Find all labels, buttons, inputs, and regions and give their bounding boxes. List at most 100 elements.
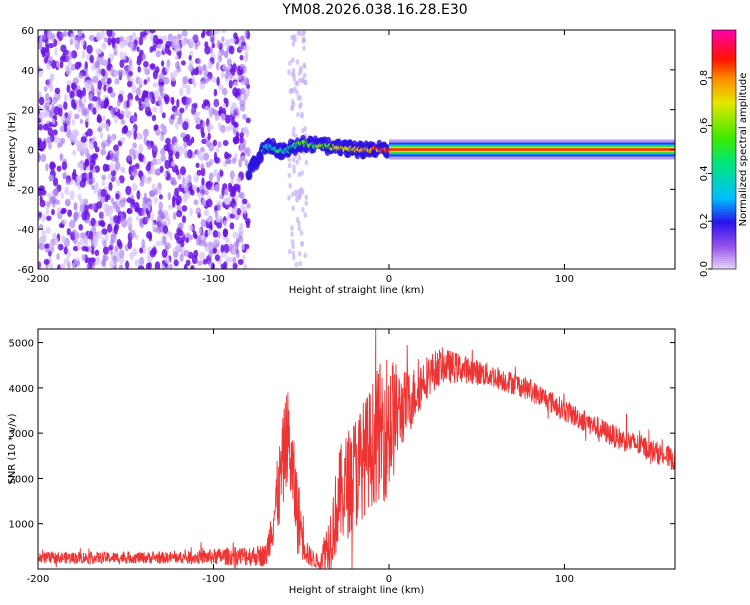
noise-blob — [152, 106, 158, 113]
colorbar-cell — [712, 255, 736, 258]
noise-blob — [174, 232, 180, 241]
noise-blob — [298, 65, 303, 72]
noise-blob — [245, 220, 251, 229]
noise-blob — [302, 72, 307, 79]
noise-blob — [297, 225, 302, 232]
colorbar-cell — [712, 231, 736, 234]
noise-blob — [239, 222, 244, 230]
noise-blob — [154, 89, 160, 99]
colorbar-cell — [712, 69, 736, 73]
noise-blob — [159, 134, 164, 142]
noise-blob — [64, 93, 68, 102]
noise-blob — [240, 75, 245, 83]
noise-blob — [188, 224, 194, 231]
noise-blob — [231, 116, 235, 126]
noise-blob — [299, 101, 303, 108]
noise-blob — [162, 235, 167, 245]
noise-blob — [154, 261, 161, 269]
noise-blob — [95, 230, 102, 239]
colorbar-cell — [712, 227, 736, 230]
noise-blob — [288, 183, 293, 189]
noise-blob — [208, 142, 215, 152]
noise-blob — [178, 112, 183, 119]
noise-blob — [154, 168, 161, 175]
noise-blob — [216, 40, 221, 49]
noise-blob — [41, 229, 47, 236]
colorbar-cell — [712, 103, 736, 107]
noise-blob — [50, 195, 57, 204]
noise-blob — [66, 119, 71, 126]
noise-blob — [89, 164, 94, 171]
noise-blob — [119, 59, 125, 68]
noise-blob — [54, 237, 59, 247]
noise-blob — [46, 192, 53, 199]
noise-blob — [290, 225, 294, 231]
noise-blob — [298, 70, 302, 76]
noise-blob — [100, 188, 107, 198]
noise-blob — [84, 246, 89, 252]
noise-blob — [152, 82, 159, 88]
noise-blob — [161, 248, 168, 258]
colorbar-cell — [712, 203, 736, 206]
noise-blob — [148, 233, 153, 242]
noise-blob — [189, 60, 194, 66]
noise-blob — [223, 97, 228, 104]
noise-blob — [38, 123, 43, 131]
noise-blob — [65, 55, 70, 63]
colorbar-cell — [712, 257, 736, 260]
noise-blob — [49, 109, 53, 117]
noise-blob — [175, 121, 179, 130]
noise-blob — [48, 242, 53, 252]
noise-blob — [303, 212, 308, 218]
noise-blob — [94, 256, 101, 266]
noise-blob — [48, 174, 54, 181]
noise-blob — [153, 196, 159, 204]
noise-blob — [139, 247, 144, 254]
noise-blob — [129, 148, 136, 155]
colorbar-cell — [712, 155, 736, 159]
noise-blob — [134, 259, 141, 267]
noise-blob — [155, 158, 162, 165]
noise-blob — [231, 102, 237, 111]
noise-blob — [214, 115, 220, 121]
colorbar-cell — [712, 105, 736, 109]
noise-blob — [80, 37, 85, 46]
noise-blob — [294, 261, 299, 268]
noise-blob — [127, 73, 131, 82]
noise-blob — [105, 155, 111, 161]
figure-title: YM08.2026.038.16.28.E30 — [282, 2, 468, 18]
noise-blob — [119, 36, 125, 42]
noise-blob — [175, 151, 180, 159]
noise-blob — [45, 163, 49, 172]
colorbar-cell — [712, 247, 736, 250]
noise-blob — [90, 84, 95, 93]
noise-blob — [150, 63, 156, 70]
noise-blob — [176, 66, 181, 73]
noise-blob — [74, 137, 78, 146]
noise-blob — [207, 75, 211, 82]
noise-blob — [119, 137, 126, 143]
noise-blob — [165, 242, 171, 250]
noise-blob — [141, 239, 145, 249]
noise-blob — [301, 127, 305, 134]
x-tick-label: 100 — [555, 274, 574, 285]
noise-blob — [196, 57, 201, 65]
noise-blob — [199, 251, 206, 262]
snr-series-line — [38, 329, 675, 569]
noise-blob — [173, 142, 179, 151]
noise-blob — [297, 251, 302, 257]
noise-blob — [173, 110, 179, 117]
noise-blob — [288, 88, 293, 95]
noise-blob — [162, 225, 169, 234]
noise-blob — [102, 115, 106, 122]
noise-blob — [83, 95, 87, 104]
colorbar-cell — [712, 213, 736, 216]
noise-blob — [101, 122, 107, 129]
noise-blob — [38, 260, 42, 269]
noise-blob — [225, 125, 231, 132]
noise-blob — [131, 115, 138, 123]
noise-blob — [126, 208, 131, 214]
noise-blob — [187, 149, 193, 159]
noise-blob — [38, 224, 44, 230]
colorbar-cell — [712, 101, 736, 105]
